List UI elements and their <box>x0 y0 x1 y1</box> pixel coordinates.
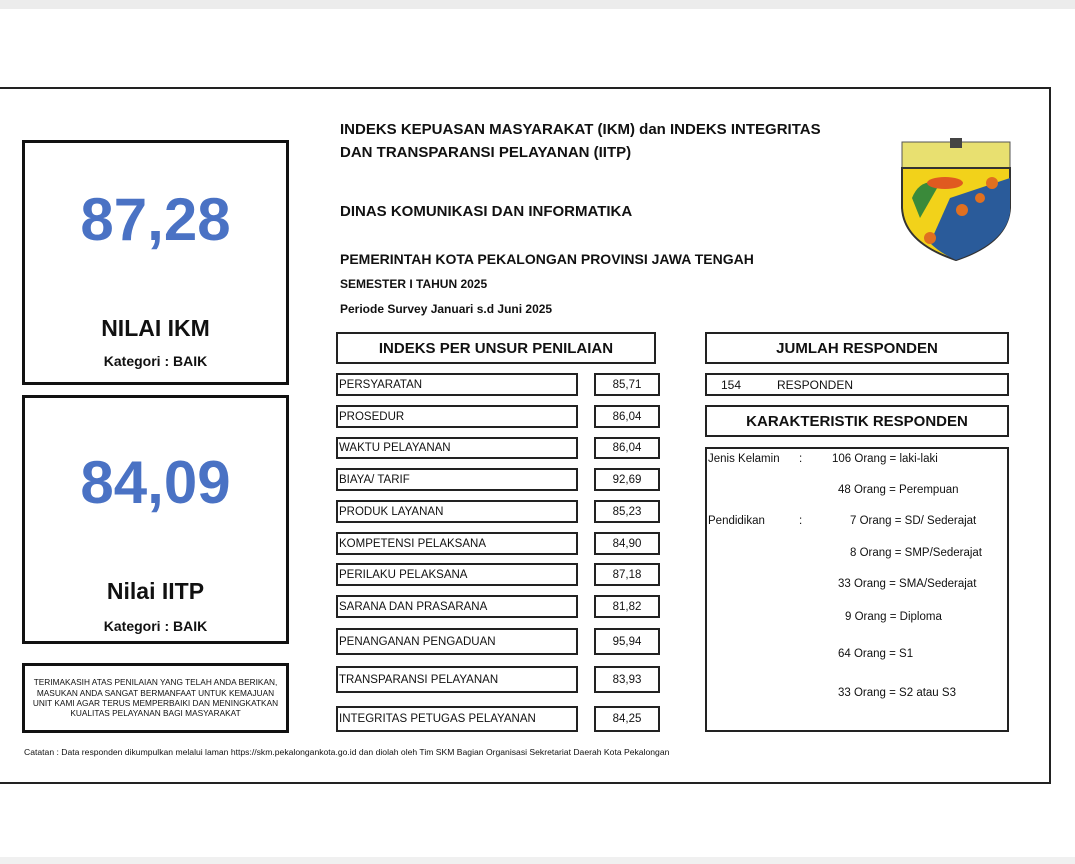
karakteristik-item: 33 Orang = S2 atau S3 <box>838 687 956 699</box>
gender-label: Jenis Kelamin <box>708 453 780 465</box>
responden-header: JUMLAH RESPONDEN <box>705 332 1009 364</box>
unsur-value: 84,25 <box>594 706 660 732</box>
unsur-value: 85,23 <box>594 500 660 523</box>
unsur-value: 95,94 <box>594 628 660 655</box>
unsur-value: 86,04 <box>594 405 660 428</box>
unsur-label: PERSYARATAN <box>336 373 578 396</box>
unsur-label: WAKTU PELAYANAN <box>336 437 578 459</box>
karakteristik-header: KARAKTERISTIK RESPONDEN <box>705 405 1009 437</box>
gender-colon: : <box>799 453 803 465</box>
responden-unit: RESPONDEN <box>777 378 854 392</box>
iitp-label: Nilai IITP <box>106 578 205 604</box>
unsur-label: PERILAKU PELAKSANA <box>336 563 578 586</box>
thank-you-message: TERIMAKASIH ATAS PENILAIAN YANG TELAH AN… <box>22 663 289 733</box>
city-logo-emblem <box>901 138 1011 262</box>
unsur-label: BIAYA/ TARIF <box>336 468 578 491</box>
unsur-value: 85,71 <box>594 373 660 396</box>
unsur-label: TRANSPARANSI PELAYANAN <box>336 666 578 693</box>
semester: SEMESTER I TAHUN 2025 <box>340 277 488 291</box>
document-frame <box>0 87 1051 784</box>
responden-count-box: 154 RESPONDEN <box>705 373 1009 396</box>
unsur-label: PRODUK LAYANAN <box>336 500 578 523</box>
karakteristik-item: 33 Orang = SMA/Sederajat <box>838 578 977 590</box>
karakteristik-item: 48 Orang = Perempuan <box>838 484 959 496</box>
title-line1: INDEKS KEPUASAN MASYARAKAT (IKM) dan IND… <box>340 121 821 138</box>
unsur-label: PENANGANAN PENGADUAN <box>336 628 578 655</box>
education-colon: : <box>799 515 803 527</box>
karakteristik-item: 8 Orang = SMP/Sederajat <box>850 547 983 559</box>
bottom-bar <box>0 857 1075 864</box>
title-line2: DAN TRANSPARANSI PELAYANAN (IITP) <box>340 144 632 161</box>
ikm-label: NILAI IKM <box>101 315 210 341</box>
survey-period: Periode Survey Januari s.d Juni 2025 <box>340 302 553 316</box>
karakteristik-item: 9 Orang = Diploma <box>845 611 942 623</box>
top-bar <box>0 0 1075 9</box>
government-name: PEMERINTAH KOTA PEKALONGAN PROVINSI JAWA… <box>340 251 754 267</box>
unsur-value: 92,69 <box>594 468 660 491</box>
unsur-value: 84,90 <box>594 532 660 555</box>
unsur-label: SARANA DAN PRASARANA <box>336 595 578 618</box>
iitp-value: 84,09 <box>80 449 231 516</box>
unsur-value: 86,04 <box>594 437 660 459</box>
unsur-label: PROSEDUR <box>336 405 578 428</box>
karakteristik-box: Jenis Kelamin : Pendidikan : 106 Orang =… <box>705 447 1009 732</box>
unsur-value: 81,82 <box>594 595 660 618</box>
unsur-label: INTEGRITAS PETUGAS PELAYANAN <box>336 706 578 732</box>
unsur-value: 83,93 <box>594 666 660 693</box>
ikm-category: Kategori : BAIK <box>103 353 208 369</box>
karakteristik-item: 64 Orang = S1 <box>838 648 914 660</box>
iitp-category: Kategori : BAIK <box>103 618 208 634</box>
agency-name: DINAS KOMUNIKASI DAN INFORMATIKA <box>340 203 633 220</box>
unsur-label: KOMPETENSI PELAKSANA <box>336 532 578 555</box>
karakteristik-item: 106 Orang = laki-laki <box>832 453 938 465</box>
responden-count: 154 <box>721 378 742 392</box>
unsur-value: 87,18 <box>594 563 660 586</box>
ikm-value: 87,28 <box>80 186 231 253</box>
iitp-box: 84,09 Nilai IITP Kategori : BAIK <box>22 395 289 644</box>
education-label: Pendidikan <box>708 515 765 527</box>
karakteristik-item: 7 Orang = SD/ Sederajat <box>850 515 977 527</box>
unsur-header: INDEKS PER UNSUR PENILAIAN <box>336 332 656 364</box>
footnote: Catatan : Data responden dikumpulkan mel… <box>24 747 670 757</box>
ikm-box: 87,28 NILAI IKM Kategori : BAIK <box>22 140 289 385</box>
